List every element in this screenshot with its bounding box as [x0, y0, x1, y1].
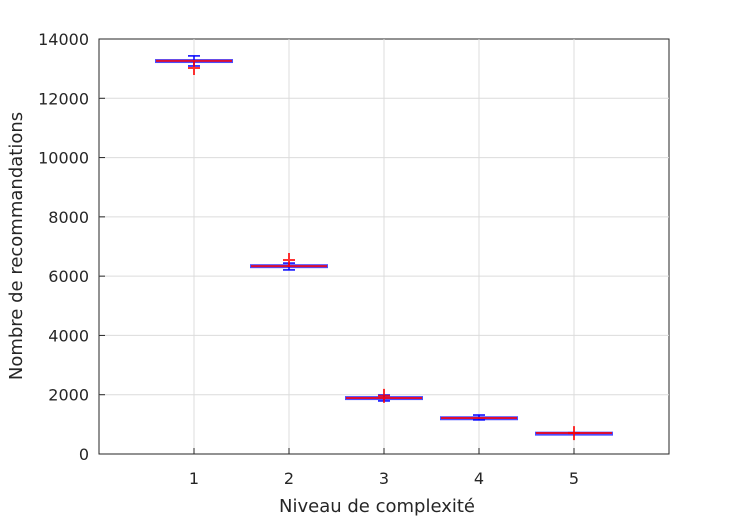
y-tick-label: 6000: [48, 267, 89, 286]
y-tick-label: 0: [79, 445, 89, 464]
x-tick-label: 3: [379, 469, 389, 488]
y-tick-label: 10000: [38, 149, 89, 168]
outlier-marker: [188, 61, 200, 76]
y-axis-label: Nombre de recommandations: [6, 112, 27, 380]
x-axis-label: Niveau de complexité: [279, 496, 475, 517]
y-tick-label: 2000: [48, 386, 89, 405]
outlier-marker: [283, 252, 295, 267]
outlier-marker: [378, 388, 390, 403]
x-tick-label: 5: [569, 469, 579, 488]
y-tick-label: 8000: [48, 208, 89, 227]
outlier-marker: [568, 426, 580, 441]
y-tick-label: 4000: [48, 326, 89, 345]
x-tick-label: 2: [284, 469, 294, 488]
y-tick-label: 12000: [38, 89, 89, 108]
x-tick-label: 4: [474, 469, 484, 488]
x-tick-label: 1: [189, 469, 199, 488]
y-tick-label: 14000: [38, 30, 89, 49]
